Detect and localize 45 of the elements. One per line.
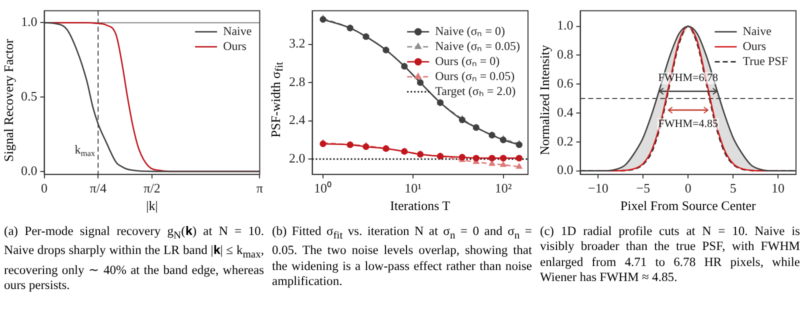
legend-label: Ours (σₙ = 0) [435,54,500,68]
x-tick-label: 5 [730,180,736,196]
x-tick-label: −5 [636,180,650,196]
y-tick-label: 0.8 [557,46,574,62]
y-tick-label: 3.2 [289,36,306,51]
x-tick-label: 10 [772,180,785,196]
x-tick-label: 0 [684,180,692,196]
y-tick-label: 0.4 [557,104,574,120]
text: (c) 1D radial profile cuts at N = 10. Naive is visibly broader than the true PSF, with FWHM enlarged from 4.71 to 6.78 HR pixels, while Wiener has FWHM ≈ 4.85. [540,224,800,286]
y-axis-title: Normalized Intensity [537,44,553,156]
annotation: FWHM=6.78 [658,72,718,84]
y-tick-label: 0.0 [557,162,574,178]
x-tick-label: −10 [588,180,608,196]
x-tick-label: 10⁰ [314,180,332,196]
x-tick-label: 0 [41,180,48,196]
legend-label: Naive (σₙ = 0) [435,24,506,38]
x-tick-label: π/2 [144,180,160,196]
text: (b) Fitted σ$_{fit}$ vs. iteration N at σ$_{n}$ = 0 and σ$_{n}$ = 0.05. The two noise levels overlap, showing that the widening is a low-pass effect rather than noise amplification. [272,224,532,288]
legend-label: True PSF [742,54,788,68]
y-axis-title: Signal Recovery Factor [1,38,17,162]
text: (a) Per-mode signal recovery g$_{N}$(𝐤) at N = 10. Naive drops sharply within the LR band |𝐤| ≤ k$_{max}$, recovering only ∼ 40% at the band edge, whereas ours persists. [4,224,264,294]
y-tick-label: 0.2 [557,133,574,148]
legend-label: Target (σₕ = 2.0) [435,84,516,98]
y-tick-label: 1.0 [557,18,574,33]
x-tick-label: π/4 [90,180,107,196]
y-tick-label: 0.6 [557,75,574,90]
legend-label: Naive [742,24,772,38]
y-tick-label: 2.8 [289,74,306,89]
x-axis-title: |k| [145,198,159,214]
annotation: FWHM=4.85 [658,118,718,130]
legend-label: Naive (σₙ = 0.05) [435,38,520,53]
x-tick-label: 10¹ [404,180,422,196]
y-tick-label: 2.4 [289,112,306,128]
x-axis-title: Pixel From Source Center [619,198,757,214]
legend-label: Ours (σₙ = 0.05) [435,68,515,83]
legend-label: Ours [742,38,766,53]
y-tick-label: 0.0 [21,162,38,178]
legend-label: Naive [223,24,252,38]
x-axis-title: Iterations T [389,198,452,214]
x-tick-label: π [256,180,264,196]
legend-label: Ours [223,38,247,53]
y-tick-label: 0.5 [21,88,38,104]
y-tick-label: 2.0 [289,150,306,166]
x-tick-label: 10² [494,180,512,196]
y-tick-label: 1.0 [21,14,38,30]
